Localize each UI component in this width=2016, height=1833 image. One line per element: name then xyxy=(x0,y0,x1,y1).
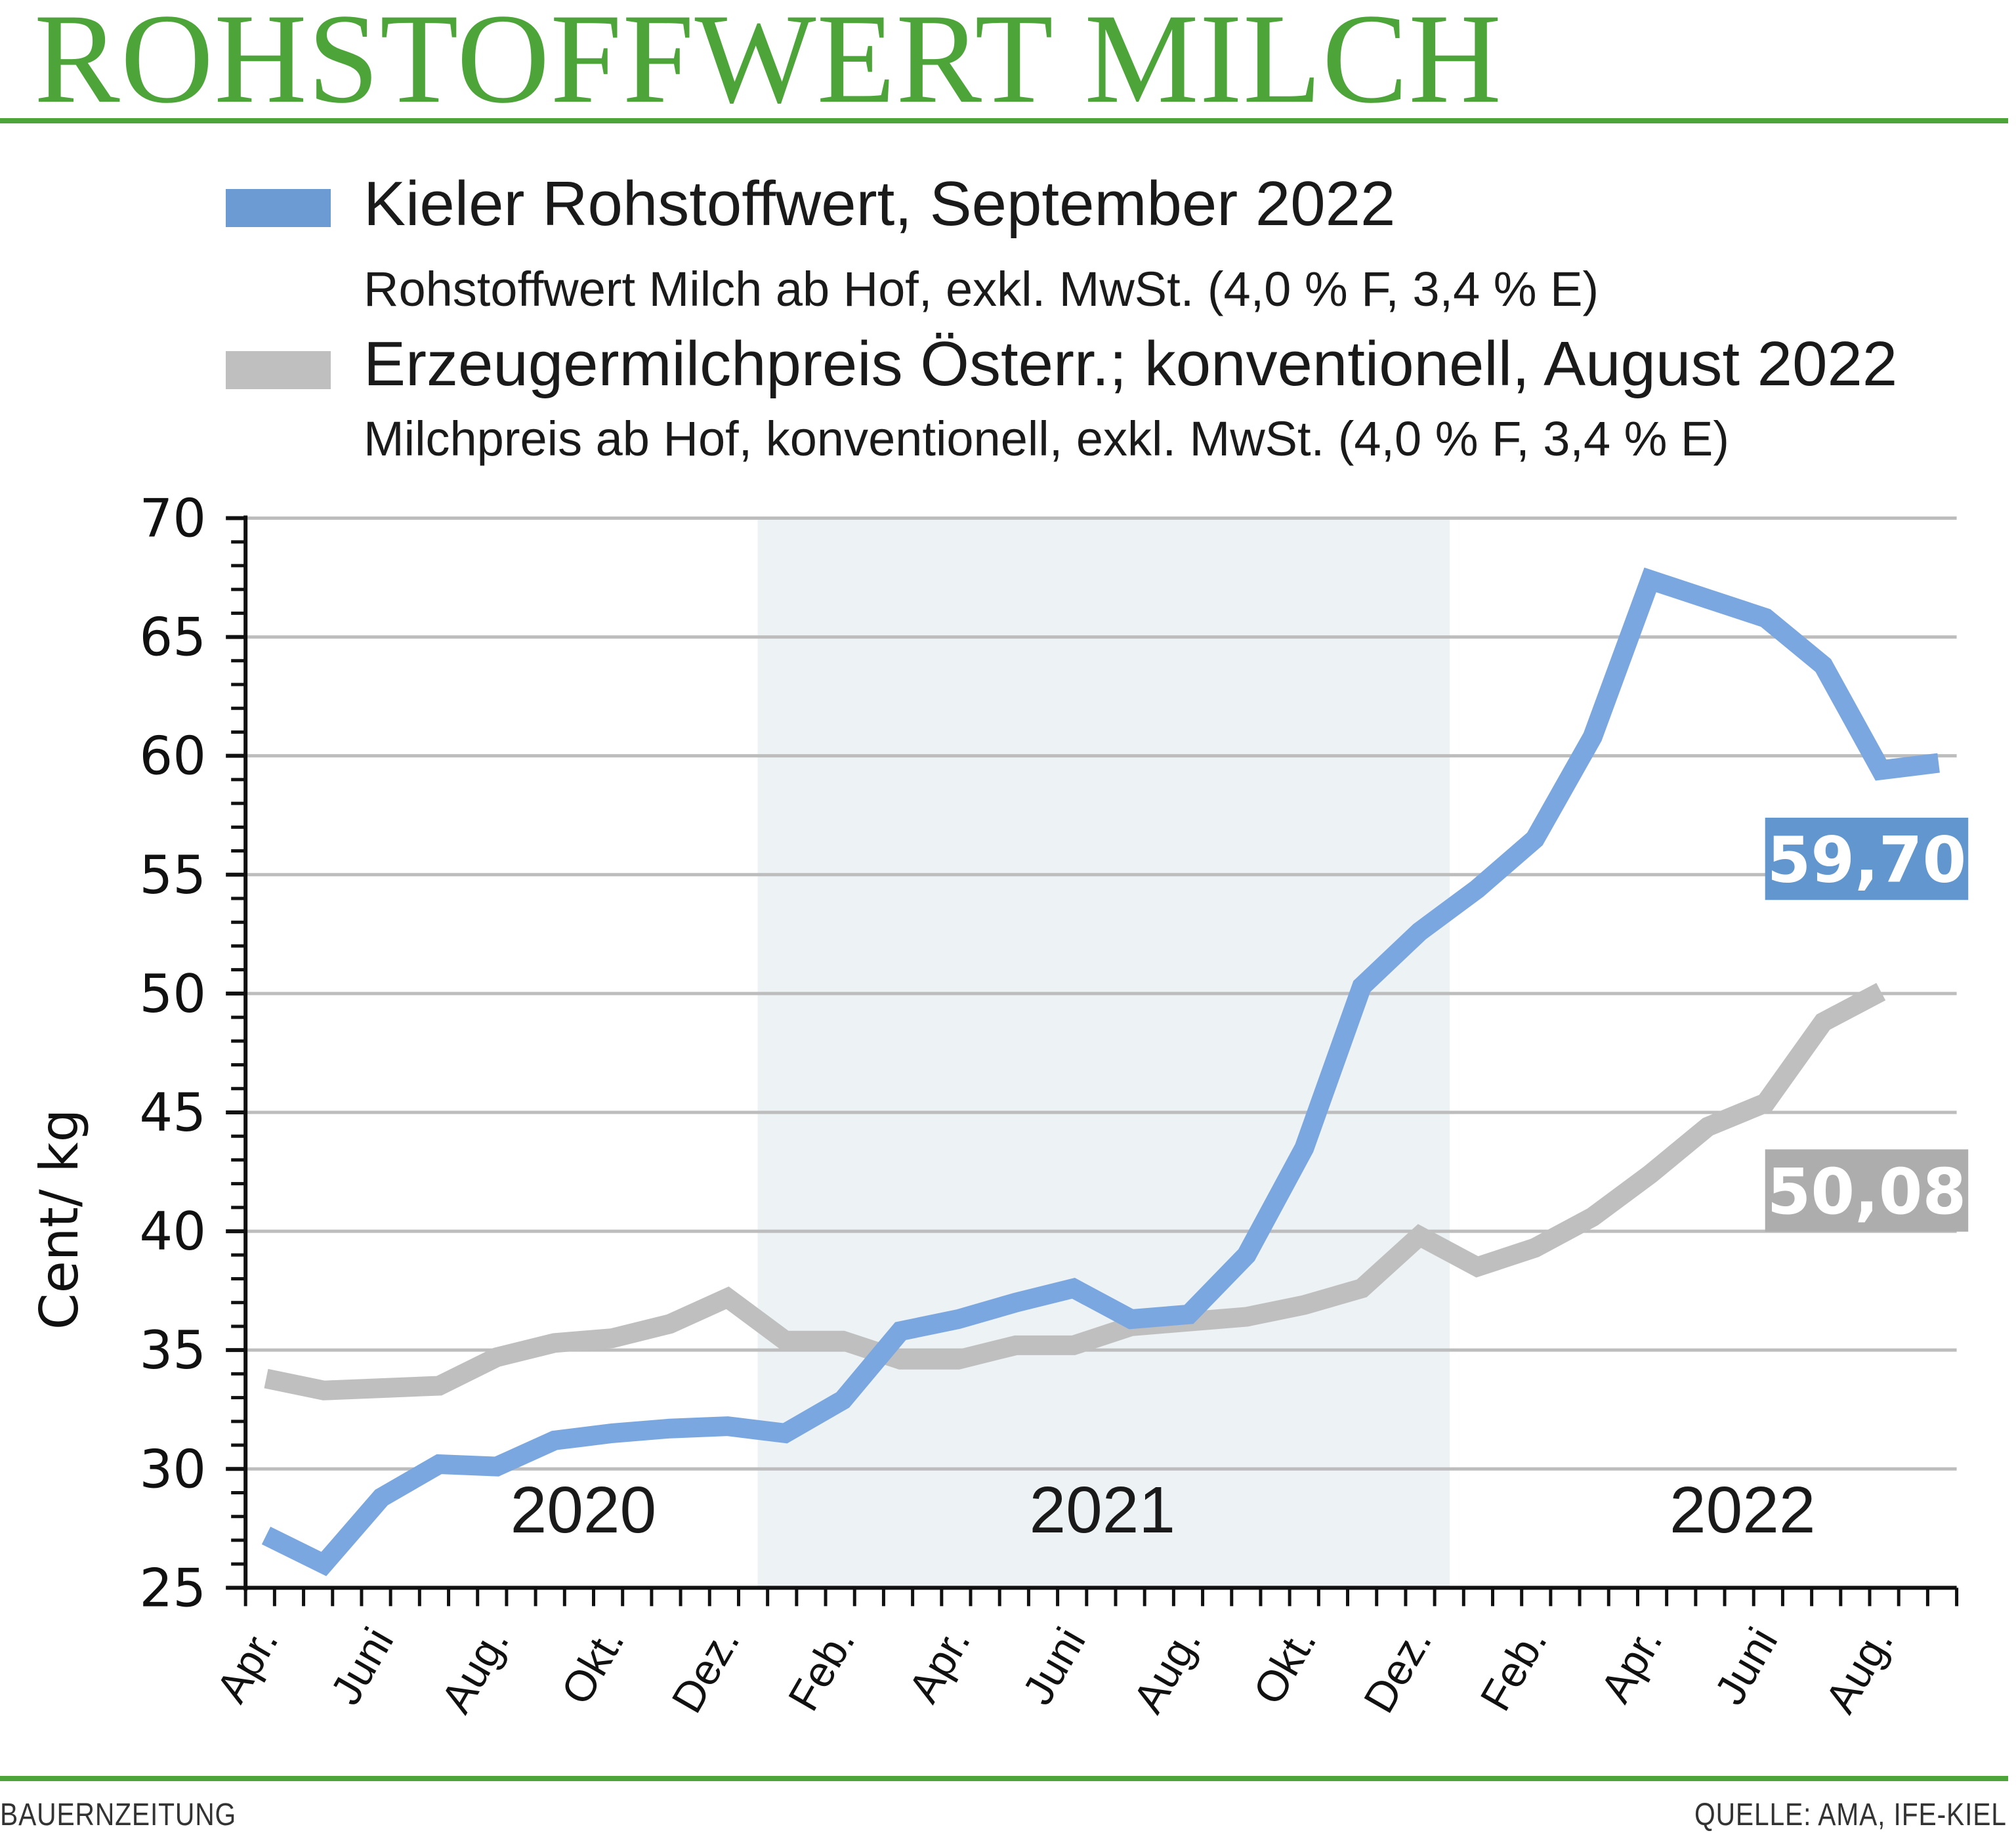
value-labels: 59,70 50,08 xyxy=(1765,817,1969,1232)
value-label-blue xyxy=(1765,817,1969,900)
y-tick-label: 45 xyxy=(139,1082,206,1143)
legend-label-gray: Erzeugermilchpreis Österr.; konventionel… xyxy=(364,329,1898,399)
x-tick-label: Feb. xyxy=(778,1619,864,1718)
year-label: 2020 xyxy=(511,1473,656,1547)
x-tick-label: Apr. xyxy=(898,1619,979,1710)
chart-title: ROHSTOFFWERT MILCH xyxy=(34,0,1502,130)
y-tick-label: 60 xyxy=(139,726,206,787)
x-tick-label: Aug. xyxy=(1124,1619,1210,1721)
x-tick-label: Juni xyxy=(321,1619,403,1712)
axes xyxy=(226,515,1959,1607)
x-tick-label: Dez. xyxy=(1354,1619,1440,1721)
value-label-text: 50,08 xyxy=(1767,1155,1967,1229)
legend-label-blue: Kieler Rohstoffwert, September 2022 xyxy=(364,169,1396,239)
y-tick-label: 50 xyxy=(139,963,206,1024)
legend-sublabel-gray: Milchpreis ab Hof, konventionell, exkl. … xyxy=(364,411,1730,466)
gridlines xyxy=(245,516,1957,1471)
x-tick-label: Feb. xyxy=(1471,1619,1556,1718)
legend-swatch-gray xyxy=(226,351,331,389)
y-tick-label: 65 xyxy=(139,607,206,668)
x-tick-label: Dez. xyxy=(662,1619,749,1721)
y-tick-label: 55 xyxy=(139,845,206,906)
value-label-gray xyxy=(1765,1149,1969,1232)
series-line xyxy=(261,567,1940,1576)
series-line xyxy=(264,982,1886,1401)
y-tick-label: 40 xyxy=(139,1201,206,1262)
footer-publisher: BAUERNZEITUNG xyxy=(0,1798,237,1832)
x-tick-label: Aug. xyxy=(1815,1619,1902,1721)
legend-swatch-blue xyxy=(226,189,331,227)
x-tick-label: Aug. xyxy=(431,1619,518,1721)
legend-sublabel-blue: Rohstoffwert Milch ab Hof, exkl. MwSt. (… xyxy=(364,262,1599,316)
y-tick-label: 25 xyxy=(139,1557,206,1618)
y-tick-label: 30 xyxy=(139,1439,206,1500)
title-divider xyxy=(0,118,2008,123)
year-label: 2021 xyxy=(1030,1473,1175,1547)
value-label-text: 59,70 xyxy=(1767,824,1967,897)
x-tick-label: Juni xyxy=(1705,1619,1787,1712)
x-tick-label: Juni xyxy=(1013,1619,1095,1712)
x-tick-label: Okt. xyxy=(551,1619,633,1712)
series-lines xyxy=(261,567,1940,1576)
footer-divider xyxy=(0,1776,2008,1781)
x-tick-label: Apr. xyxy=(207,1619,287,1710)
y-tick-label: 70 xyxy=(139,488,206,549)
y-axis-title: Cent/ kg xyxy=(29,1109,90,1330)
x-tick-label: Apr. xyxy=(1591,1619,1671,1710)
x-tick-label: Okt. xyxy=(1244,1619,1326,1712)
footer-source: QUELLE: AMA, IFE-KIEL xyxy=(1694,1798,2007,1832)
year-label: 2022 xyxy=(1670,1473,1815,1547)
y-tick-label: 35 xyxy=(139,1320,206,1381)
